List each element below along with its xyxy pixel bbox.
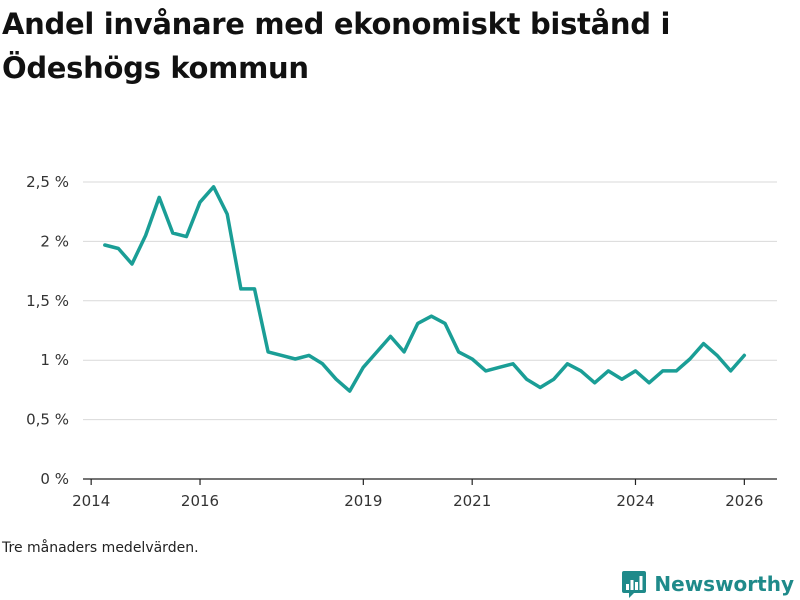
- y-axis-ticks: 0 % 0,5 % 1 % 1,5 % 2 % 2,5 %: [26, 173, 69, 488]
- data-point: [429, 314, 433, 318]
- grid-lines: [83, 181, 777, 421]
- data-point: [130, 262, 134, 266]
- footnote: Tre månaders medelvärden.: [2, 540, 199, 556]
- data-point: [375, 350, 379, 354]
- data-point: [293, 357, 297, 361]
- data-point: [321, 362, 325, 366]
- brand-logo: Newsworthy: [621, 568, 794, 600]
- data-point: [593, 381, 597, 385]
- data-point: [157, 195, 161, 199]
- data-point: [416, 321, 420, 325]
- y-tick-label: 0,5 %: [26, 411, 69, 429]
- y-tick-label: 1 %: [40, 351, 69, 369]
- newsworthy-logo-icon: [622, 571, 647, 598]
- data-point: [103, 243, 107, 247]
- y-tick-label: 0 %: [40, 470, 69, 488]
- data-point: [280, 353, 284, 357]
- x-tick-label: 2016: [181, 492, 219, 510]
- data-point: [606, 369, 610, 373]
- data-point: [538, 386, 542, 390]
- data-point: [212, 185, 216, 189]
- y-tick-label: 2 %: [40, 232, 69, 250]
- data-point: [702, 342, 706, 346]
- data-point: [470, 357, 474, 361]
- x-tick-label: 2021: [453, 492, 491, 510]
- data-point: [484, 369, 488, 373]
- y-tick-label: 2,5 %: [26, 173, 69, 191]
- data-point: [497, 365, 501, 369]
- data-point: [634, 369, 638, 373]
- data-point: [253, 287, 257, 291]
- data-point: [579, 369, 583, 373]
- data-point: [457, 350, 461, 354]
- data-point: [171, 231, 175, 235]
- data-point: [443, 321, 447, 325]
- data-point: [620, 377, 624, 381]
- data-point: [565, 362, 569, 366]
- data-point: [674, 369, 678, 373]
- x-axis: 2014 2016 2019 2021 2024 2026: [72, 478, 777, 510]
- data-point: [307, 353, 311, 357]
- x-tick-label: 2026: [725, 492, 763, 510]
- series-lines: [103, 185, 747, 393]
- x-tick-label: 2024: [616, 492, 654, 510]
- data-point: [729, 369, 733, 373]
- data-point: [334, 377, 338, 381]
- data-point: [688, 357, 692, 361]
- x-tick-label: 2014: [72, 492, 110, 510]
- data-point: [552, 377, 556, 381]
- data-point: [402, 350, 406, 354]
- data-point: [198, 200, 202, 204]
- data-point: [361, 365, 365, 369]
- data-point: [742, 353, 746, 357]
- data-point: [525, 377, 529, 381]
- brand-name: Newsworthy: [654, 572, 794, 596]
- data-point: [348, 389, 352, 393]
- data-point: [144, 234, 148, 238]
- data-point: [239, 287, 243, 291]
- chart-title: Andel invånare med ekonomiskt bistånd i …: [2, 7, 671, 85]
- data-point: [389, 334, 393, 338]
- data-point: [715, 353, 719, 357]
- series-line: [103, 185, 747, 393]
- data-point: [661, 369, 665, 373]
- data-point: [116, 247, 120, 251]
- y-tick-label: 1,5 %: [26, 292, 69, 310]
- data-point: [647, 381, 651, 385]
- data-point: [511, 362, 515, 366]
- data-point: [184, 235, 188, 239]
- data-point: [266, 350, 270, 354]
- x-tick-label: 2019: [344, 492, 382, 510]
- data-point: [225, 212, 229, 216]
